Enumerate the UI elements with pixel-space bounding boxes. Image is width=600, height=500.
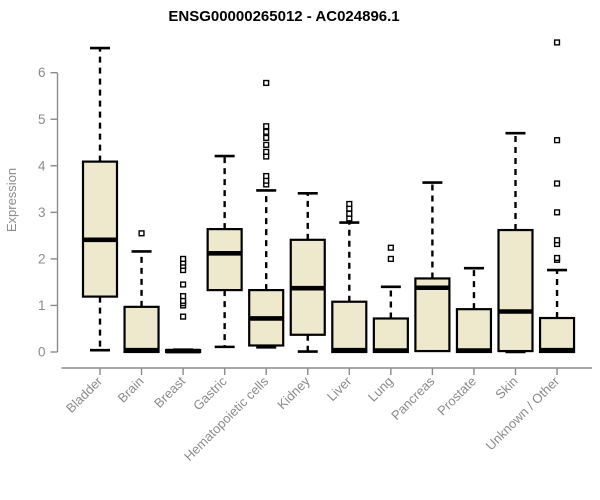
y-tick-label: 6	[38, 65, 46, 80]
box-brain	[123, 230, 160, 354]
y-tick-label: 1	[38, 298, 46, 313]
outlier-point	[263, 148, 270, 155]
iqr-box	[123, 305, 160, 354]
outlier-point	[553, 39, 561, 46]
outlier-point	[138, 230, 145, 237]
outlier-point	[553, 180, 561, 187]
box-lung	[372, 244, 409, 354]
box-pancreas	[414, 181, 451, 353]
iqr-box	[455, 308, 493, 354]
boxplot-series	[81, 39, 576, 354]
outlier-point	[553, 237, 561, 244]
outlier-point	[263, 172, 270, 180]
outlier-point	[553, 137, 561, 144]
x-category-label: Pancreas	[388, 373, 438, 423]
y-tick-label: 0	[38, 345, 46, 360]
outlier-point	[263, 128, 270, 135]
outlier-point	[179, 293, 187, 300]
box-prostate	[455, 266, 493, 354]
x-category-label: Breast	[151, 373, 188, 410]
y-axis: 0 1 2 3 4 5 6	[38, 65, 59, 360]
outlier-point	[263, 141, 270, 148]
x-category-label: Unknown / Other	[483, 373, 563, 453]
box-kidney	[289, 191, 326, 353]
box-unknown-other	[538, 39, 576, 354]
x-category-label: Brain	[115, 374, 147, 406]
iqr-box	[206, 228, 243, 292]
outlier-point	[553, 254, 561, 262]
iqr-box	[414, 277, 451, 353]
iqr-box	[538, 316, 576, 354]
outlier-point	[263, 134, 270, 141]
box-skin	[497, 131, 534, 354]
iqr-box	[331, 300, 368, 354]
box-liver	[331, 200, 368, 354]
y-tick-label: 4	[38, 158, 46, 173]
outlier-point	[179, 281, 187, 288]
y-axis-title: Expression	[4, 168, 19, 232]
chart-title: ENSG00000265012 - AC024896.1	[168, 8, 399, 25]
outlier-point	[179, 313, 187, 320]
x-category-label: Prostate	[434, 374, 479, 419]
box-hematopoietic-cells	[248, 79, 285, 349]
x-category-label: Gastric	[190, 373, 230, 413]
y-tick-label: 3	[38, 205, 46, 220]
outlier-point	[263, 123, 270, 130]
outlier-point	[346, 200, 353, 208]
outlier-point	[179, 255, 187, 263]
iqr-box	[497, 228, 534, 353]
outlier-point	[346, 210, 353, 217]
outlier-point	[387, 255, 394, 263]
iqr-box	[372, 317, 409, 354]
box-bladder	[81, 46, 119, 352]
x-category-label: Lung	[365, 374, 396, 405]
outlier-point	[553, 209, 561, 216]
y-tick-label: 5	[38, 112, 46, 127]
outlier-point	[263, 79, 270, 87]
iqr-box	[81, 160, 119, 298]
box-gastric	[206, 154, 243, 349]
x-category-label: Skin	[492, 374, 520, 402]
x-category-label: Liver	[324, 373, 355, 404]
box-breast	[165, 255, 202, 354]
outlier-point	[387, 244, 394, 251]
x-category-label: Bladder	[63, 373, 106, 416]
x-category-label: Kidney	[274, 373, 313, 412]
y-tick-label: 2	[38, 251, 46, 266]
